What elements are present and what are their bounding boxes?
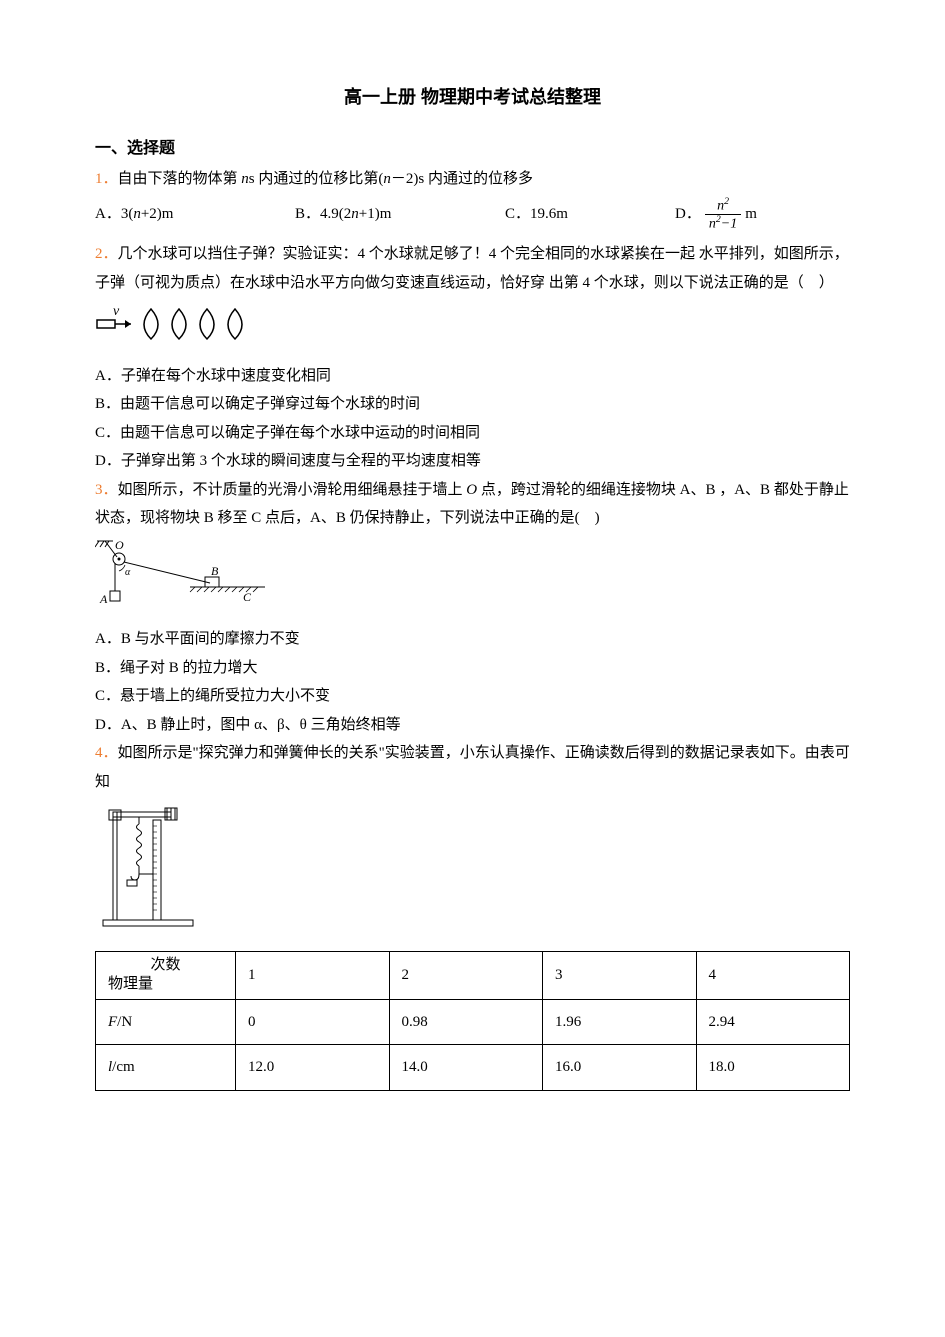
qnum-4: 4． (95, 745, 118, 761)
q3-choice-a: A．B 与水平面间的摩擦力不变 (95, 625, 850, 654)
q1-choice-a: A．3(n+2)m (95, 200, 295, 229)
svg-text:α: α (125, 567, 131, 578)
q2-text: 几个水球可以挡住子弹？实验证实：4 个水球就足够了！4 个完全相同的水球紧挨在一… (95, 246, 849, 291)
q3-figure: O A α B C (95, 539, 850, 620)
svg-text:v: v (113, 304, 120, 319)
table-header-row: 次数 物理量 1 2 3 4 (96, 951, 850, 999)
question-2: 2．几个水球可以挡住子弹？实验证实：4 个水球就足够了！4 个完全相同的水球紧挨… (95, 240, 850, 297)
q1-a-n: n (133, 206, 141, 222)
q3-text-b: 点，跨过滑轮的细绳连接物块 (477, 482, 680, 498)
q1-d-unit: m (745, 200, 757, 229)
r2c3: 16.0 (543, 1045, 697, 1091)
q1-fraction: n2 n2−1 (705, 197, 741, 232)
question-4: 4．如图所示是"探究弹力和弹簧伸长的关系"实验装置，小东认真操作、正确读数后得到… (95, 739, 850, 796)
q2-choice-b: B．由题干信息可以确定子弹穿过每个水球的时间 (95, 390, 850, 419)
q1-var-n1: n (241, 171, 249, 187)
row1-label: F/N (96, 999, 236, 1045)
r1c1: 0 (236, 999, 390, 1045)
q1-choice-c: C．19.6m (505, 200, 675, 229)
question-3: 3．如图所示，不计质量的光滑小滑轮用细绳悬挂于墙上 O 点，跨过滑轮的细绳连接物… (95, 476, 850, 533)
table-row-force: F/N 0 0.98 1.96 2.94 (96, 999, 850, 1045)
hdr-line1: 次数 (108, 956, 223, 976)
q3-choice-d: D．A、B 静止时，图中 α、β、θ 三角始终相等 (95, 711, 850, 740)
qnum-3: 3． (95, 482, 118, 498)
q1-a-pre: A．3( (95, 206, 133, 222)
svg-text:B: B (211, 564, 219, 578)
q1-choice-b: B．4.9(2n+1)m (295, 200, 505, 229)
col-1: 1 (236, 951, 390, 999)
section-header: 一、选择题 (95, 134, 850, 164)
q1-b-pre: B．4.9(2 (295, 206, 351, 222)
q4-figure (95, 802, 850, 943)
hdr-line2: 物理量 (108, 975, 223, 995)
q3-var-o: O (466, 482, 477, 498)
r1c4: 2.94 (696, 999, 850, 1045)
table-row-length: l/cm 12.0 14.0 16.0 18.0 (96, 1045, 850, 1091)
q1-b-post: +1)m (359, 206, 392, 222)
q3-choice-b: B．绳子对 B 的拉力增大 (95, 654, 850, 683)
q1-b-n: n (351, 206, 359, 222)
r2c2: 14.0 (389, 1045, 543, 1091)
q2-choice-a: A．子弹在每个水球中速度变化相同 (95, 362, 850, 391)
q1-choices: A．3(n+2)m B．4.9(2n+1)m C．19.6m D． n2 n2−… (95, 197, 850, 232)
svg-text:O: O (115, 539, 124, 552)
q2-choice-d: D．子弹穿出第 3 个水球的瞬间速度与全程的平均速度相等 (95, 447, 850, 476)
q1-text-b: s 内通过的位移比第( (249, 171, 384, 187)
svg-text:A: A (99, 592, 108, 606)
q1-d-pre: D． (675, 200, 701, 229)
svg-text:C: C (243, 590, 252, 604)
q1-text-a: 自由下落的物体第 (118, 171, 242, 187)
r2c4: 18.0 (696, 1045, 850, 1091)
page-title: 高一上册 物理期中考试总结整理 (95, 80, 850, 114)
q1-var-n2: n (383, 171, 391, 187)
qnum-2: 2． (95, 246, 118, 262)
q4-data-table: 次数 物理量 1 2 3 4 F/N 0 0.98 1.96 2.94 l/cm… (95, 951, 850, 1091)
col-2: 2 (389, 951, 543, 999)
q1-a-post: +2)m (141, 206, 174, 222)
q2-figure: v (95, 303, 850, 356)
r1c3: 1.96 (543, 999, 697, 1045)
q4-text: 如图所示是"探究弹力和弹簧伸长的关系"实验装置，小东认真操作、正确读数后得到的数… (95, 745, 850, 790)
question-1: 1．自由下落的物体第 ns 内通过的位移比第(n－2)s 内通过的位移多 (95, 165, 850, 194)
qnum-1: 1． (95, 171, 118, 187)
col-3: 3 (543, 951, 697, 999)
q1-choice-d: D． n2 n2−1 m (675, 197, 850, 232)
q3-text-a: 如图所示，不计质量的光滑小滑轮用细绳悬挂于墙上 (118, 482, 467, 498)
r2c1: 12.0 (236, 1045, 390, 1091)
table-hdr-label: 次数 物理量 (96, 951, 236, 999)
q1-text-c: －2)s 内通过的位移多 (391, 171, 533, 187)
r1c2: 0.98 (389, 999, 543, 1045)
row2-label: l/cm (96, 1045, 236, 1091)
col-4: 4 (696, 951, 850, 999)
q3-choice-c: C．悬于墙上的绳所受拉力大小不变 (95, 682, 850, 711)
q2-choice-c: C．由题干信息可以确定子弹在每个水球中运动的时间相同 (95, 419, 850, 448)
